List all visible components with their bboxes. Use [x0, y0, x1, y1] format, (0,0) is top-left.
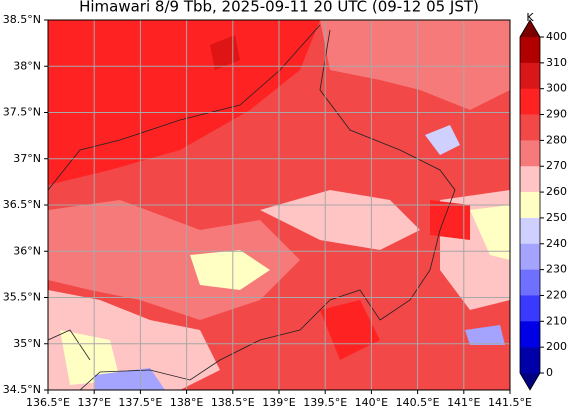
x-tick-label: 139.5°E — [303, 396, 347, 409]
y-tick-label: 38°N — [13, 59, 41, 72]
colorbar-segment — [520, 114, 540, 141]
colorbar-segment — [520, 88, 540, 115]
map-frame — [47, 19, 511, 391]
colorbar-label: 270 — [546, 159, 567, 172]
y-tick-label: 37°N — [13, 152, 41, 165]
colorbar-extend-under — [520, 373, 540, 390]
colorbar-label: 200 — [546, 340, 567, 353]
x-tick-label: 139°E — [262, 396, 295, 409]
colorbar-label: 210 — [546, 314, 567, 327]
colorbar-segment — [520, 269, 540, 296]
x-tick-label: 136.5°E — [26, 396, 70, 409]
colorbar-label: 220 — [546, 288, 567, 301]
y-tick-label: 36.5°N — [3, 198, 41, 211]
y-tick-label: 36°N — [13, 244, 41, 257]
colorbar-label: 290 — [546, 108, 567, 121]
x-tick-label: 138.5°E — [211, 396, 255, 409]
colorbar-segment — [520, 321, 540, 348]
colorbar-label: 400 — [546, 30, 567, 43]
x-tick-label: 141.5°E — [488, 396, 532, 409]
title: Himawari 8/9 Tbb, 2025-09-11 20 UTC (09-… — [79, 0, 479, 16]
x-tick-label: 137°E — [77, 396, 110, 409]
colorbar-label: 300 — [546, 82, 567, 95]
colorbar-extend-over — [520, 20, 540, 37]
colorbar-label: 280 — [546, 133, 567, 146]
colorbar-label: 260 — [546, 185, 567, 198]
y-tick-label: 34.5°N — [3, 383, 41, 396]
colorbar-segment — [520, 295, 540, 322]
y-tick-label: 35.5°N — [3, 291, 41, 304]
x-tick-label: 137.5°E — [118, 396, 162, 409]
x-tick-label: 140°E — [355, 396, 388, 409]
y-tick-label: 35°N — [13, 337, 41, 350]
y-tick-label: 38.5°N — [3, 13, 41, 26]
colorbar-segment — [520, 243, 540, 270]
x-tick-label: 140.5°E — [396, 396, 440, 409]
coastline — [48, 24, 456, 390]
colorbar-label: 250 — [546, 211, 567, 224]
colorbar-segment — [520, 62, 540, 89]
colorbar-segment — [520, 140, 540, 167]
x-tick-label: 141°E — [447, 396, 480, 409]
colorbar-label: 0 — [546, 366, 553, 379]
y-tick-label: 37.5°N — [3, 106, 41, 119]
colorbar-segment — [520, 192, 540, 219]
colorbar-segment — [520, 217, 540, 245]
colorbar-label: 310 — [546, 56, 567, 69]
colorbar-label: 240 — [546, 237, 567, 250]
colorbar-unit: K — [526, 11, 534, 24]
colorbar: 400 310 300 290 280 270 260 250 240 230 220 210 200 0 — [519, 19, 567, 391]
colorbar-segment — [520, 166, 540, 193]
colorbar-segment — [520, 347, 540, 374]
x-tick-label: 138°E — [170, 396, 203, 409]
colorbar-segment — [520, 37, 540, 64]
colorbar-label: 230 — [546, 263, 567, 276]
